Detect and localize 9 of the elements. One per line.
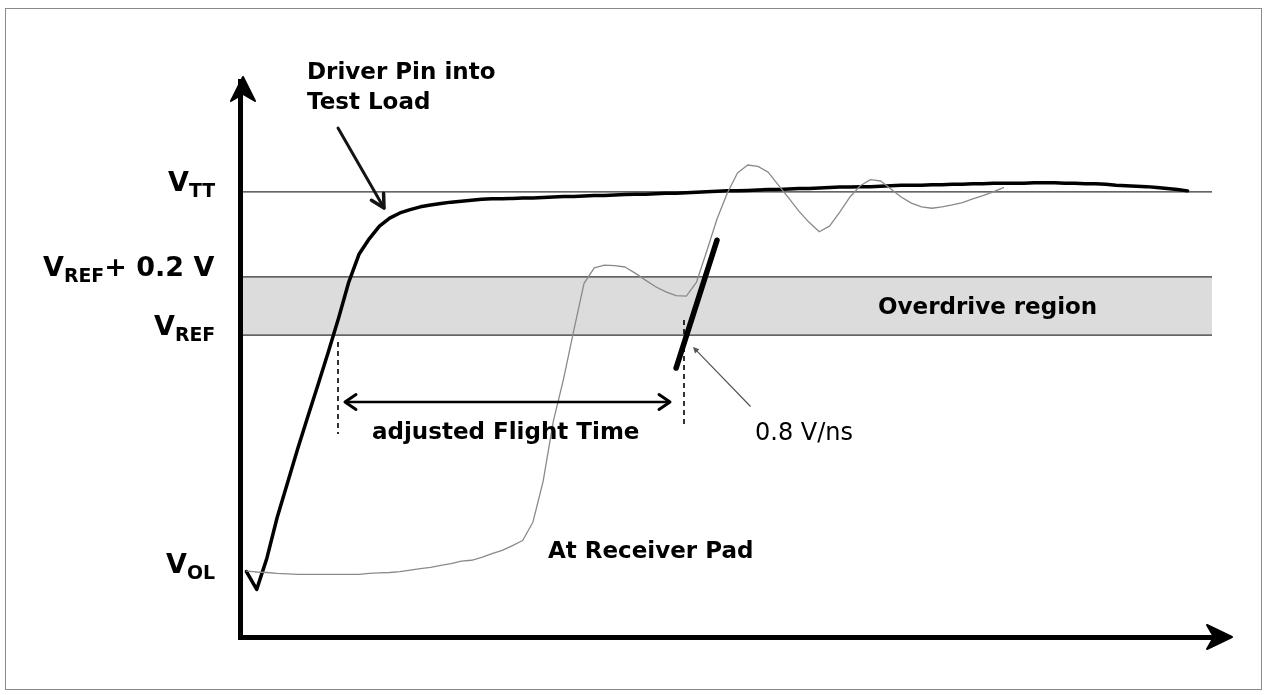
ref-line-label: V$_{REF}$+ 0.2 V — [43, 251, 215, 286]
annotation: 0.8 V/ns — [755, 418, 854, 446]
text: V$_{OL}$ — [166, 548, 216, 583]
annotation: adjusted Flight Time — [372, 418, 640, 444]
ref-line-label: V$_{TT}$ — [168, 166, 216, 201]
band-label: Overdrive region — [878, 293, 1098, 319]
series-label: At Receiver Pad — [548, 537, 754, 563]
ref-line-label: V$_{REF}$ — [154, 310, 216, 345]
legend-label: Driver Pin into Test Load — [307, 58, 496, 114]
